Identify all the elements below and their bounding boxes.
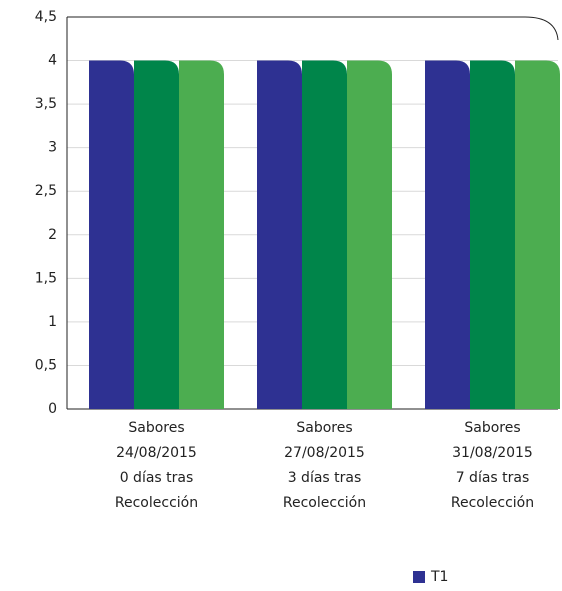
y-tick-label: 0: [48, 401, 57, 417]
bar: [257, 60, 302, 410]
x-tick-label: Recolección: [283, 495, 366, 511]
x-tick-label: Recolección: [115, 495, 198, 511]
y-tick-label: 1: [48, 314, 57, 330]
x-tick-label: Recolección: [451, 495, 534, 511]
y-tick-label: 1,5: [35, 270, 57, 286]
x-tick-label: 31/08/2015: [452, 445, 533, 461]
bar: [470, 60, 515, 410]
bar: [425, 60, 470, 410]
y-tick-label: 3,5: [35, 96, 57, 112]
x-tick-label: Sabores: [128, 420, 184, 436]
plot-frame: [67, 16, 559, 41]
x-tick-label: 3 días tras: [288, 470, 362, 486]
y-tick-label: 3: [48, 140, 57, 156]
y-tick-label: 2,5: [35, 183, 57, 199]
x-tick-label: 7 días tras: [456, 470, 530, 486]
y-tick-label: 0,5: [35, 357, 57, 373]
legend-label: T1: [430, 569, 448, 585]
x-tick-label: 27/08/2015: [284, 445, 365, 461]
legend-swatch: [413, 571, 425, 583]
x-tick-label: Sabores: [464, 420, 520, 436]
x-tick-label: Sabores: [296, 420, 352, 436]
y-tick-label: 4: [48, 53, 57, 69]
bar: [515, 60, 560, 410]
bar: [179, 60, 224, 410]
bar: [89, 60, 134, 410]
bar: [347, 60, 392, 410]
y-tick-label: 4,5: [35, 9, 57, 25]
x-tick-label: 24/08/2015: [116, 445, 197, 461]
bar: [134, 60, 179, 410]
bar: [302, 60, 347, 410]
x-tick-label: 0 días tras: [120, 470, 194, 486]
y-tick-label: 2: [48, 227, 57, 243]
